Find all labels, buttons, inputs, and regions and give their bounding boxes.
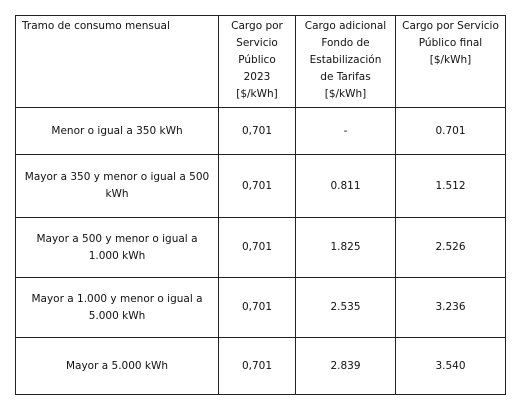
- table-cell: 0.811: [295, 154, 396, 218]
- table-cell: 1.825: [295, 217, 396, 278]
- data-row: Menor o igual a 350 kWh 0,701-0.701: [15, 107, 506, 155]
- table-cell: 0,701: [218, 277, 296, 338]
- table-container: Tramo de consumo mensual Cargo por Servic…: [15, 15, 506, 395]
- table-cell: Mayor a 350 y menor o igual a 500 kWh: [15, 154, 219, 218]
- data-row: Mayor a 350 y menor o igual a 500 kWh 0,7…: [15, 154, 506, 218]
- table-cell: 2.535: [295, 277, 396, 338]
- tariff-table: Tramo de consumo mensual Cargo por Servic…: [15, 15, 506, 395]
- table-cell: 0,701: [218, 217, 296, 278]
- table-cell: 1.512: [395, 154, 506, 218]
- header-row: Tramo de consumo mensual Cargo por Servic…: [15, 15, 506, 108]
- table-cell: Mayor a 500 y menor o igual a 1.000 kWh: [15, 217, 219, 278]
- table-cell: 2.839: [295, 337, 396, 395]
- data-row: Mayor a 1.000 y menor o igual a 5.000 kW…: [15, 277, 506, 338]
- table-cell: -: [295, 107, 396, 155]
- table-cell: 0.701: [395, 107, 506, 155]
- table-cell: 3.236: [395, 277, 506, 338]
- table-cell: Mayor a 5.000 kWh: [15, 337, 219, 395]
- data-row: Mayor a 500 y menor o igual a 1.000 kWh 0…: [15, 217, 506, 278]
- table-cell: 0,701: [218, 337, 296, 395]
- data-row: Mayor a 5.000 kWh 0,701 2.839 3.540: [15, 337, 506, 395]
- table-cell: 3.540: [395, 337, 506, 395]
- table-cell: Menor o igual a 350 kWh: [15, 107, 219, 155]
- header-cell: Cargo por Servicio Público 2023 [$/kWh]: [218, 15, 296, 108]
- header-cell: Tramo de consumo mensual: [15, 15, 219, 108]
- table-cell: 0,701: [218, 107, 296, 155]
- table-cell: 0,701: [218, 154, 296, 218]
- table-cell: Mayor a 1.000 y menor o igual a 5.000 kW…: [15, 277, 219, 338]
- header-cell: Cargo por Servicio Público final [$/kWh]: [395, 15, 506, 108]
- table-cell: 2.526: [395, 217, 506, 278]
- header-cell: Cargo adicional Fondo de Estabilización …: [295, 15, 396, 108]
